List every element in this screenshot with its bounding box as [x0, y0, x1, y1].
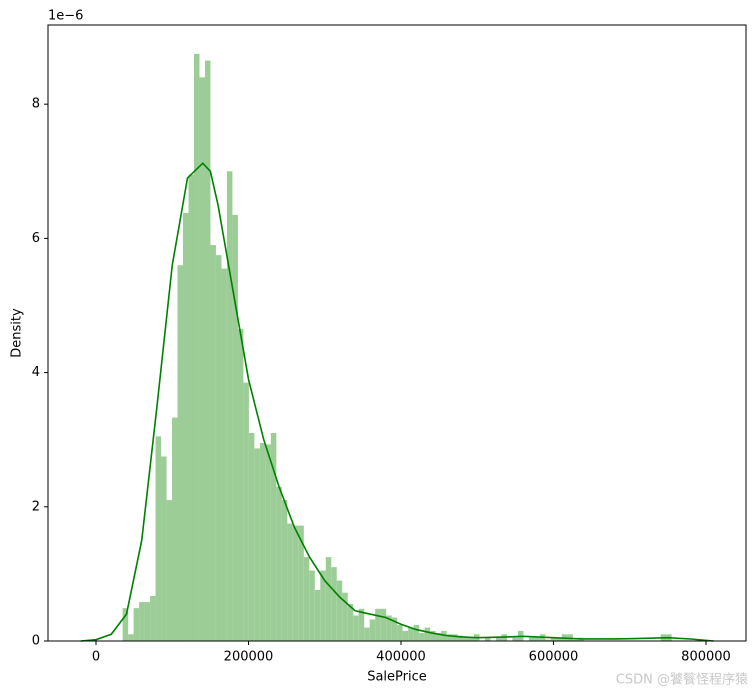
histogram-bar — [298, 525, 304, 641]
histogram-bar — [347, 604, 354, 641]
histogram-bar — [221, 268, 227, 641]
y-offset-label: 1e−6 — [48, 9, 83, 24]
x-tick-label: 200000 — [224, 650, 274, 665]
histogram-bar — [161, 456, 167, 641]
histogram-bar — [452, 634, 458, 641]
histogram-bar — [215, 255, 222, 641]
histogram-bar — [144, 602, 151, 641]
histogram-bar — [232, 214, 238, 641]
histogram-bar — [331, 567, 337, 641]
histogram-bar — [534, 637, 540, 641]
histogram-bar — [528, 637, 535, 641]
histogram-bar — [287, 523, 293, 641]
plot-area — [80, 53, 714, 642]
histogram-bar — [358, 608, 365, 641]
histogram-bar — [303, 557, 310, 641]
histogram-bar — [150, 596, 156, 641]
kde-line — [80, 162, 714, 642]
histogram-bar — [550, 637, 557, 641]
histogram-bar — [248, 432, 255, 641]
y-tick-label: 6 — [32, 231, 40, 246]
histogram-bar — [139, 602, 145, 641]
histogram-bar — [397, 624, 403, 641]
histogram-bar — [254, 448, 260, 641]
histogram-bar — [408, 627, 414, 641]
histogram-bar — [270, 432, 277, 641]
histogram-bar — [342, 592, 348, 641]
histogram-bar — [441, 630, 447, 641]
histogram-bar — [424, 627, 431, 641]
histogram-bar — [463, 637, 469, 641]
histogram-bar — [172, 417, 178, 641]
histogram-bar — [133, 608, 140, 641]
histogram-bar — [336, 580, 343, 641]
histogram-bar — [210, 245, 216, 641]
x-tick-label: 800000 — [681, 650, 731, 665]
y-axis-label: Density — [10, 308, 25, 358]
x-axis-label: SalePrice — [367, 670, 427, 685]
histogram-bar — [237, 328, 244, 641]
histogram-bar — [265, 444, 271, 641]
histogram-bar — [292, 525, 299, 641]
y-tick-label: 2 — [32, 499, 40, 514]
watermark: CSDN @饕餮怪程序猿 — [616, 672, 748, 688]
histogram-bar — [204, 60, 211, 641]
histogram-bar — [155, 436, 162, 641]
histogram-bar — [386, 615, 392, 641]
histogram-bar — [556, 637, 562, 641]
histogram-bar — [309, 570, 315, 641]
histogram-bar — [495, 637, 502, 641]
x-tick-label: 400000 — [376, 650, 426, 665]
histogram-bar — [183, 212, 189, 641]
histogram-bar — [435, 632, 442, 641]
histogram-bar — [166, 500, 173, 641]
y-tick-label: 0 — [32, 634, 40, 649]
histogram-bar — [128, 634, 134, 641]
histogram-bar — [430, 630, 436, 641]
histogram-bar — [413, 624, 420, 641]
histogram-bar — [281, 500, 288, 641]
histogram-bar — [545, 639, 551, 641]
histogram-bar — [188, 174, 194, 641]
histogram-bar — [512, 637, 518, 641]
axes-frame — [47, 24, 747, 642]
histogram-bar — [226, 171, 233, 642]
histogram-bar — [485, 637, 491, 641]
histogram-bar — [364, 627, 370, 641]
histogram-bar — [177, 265, 184, 641]
histogram-bar — [259, 443, 266, 641]
histogram-bar — [572, 639, 579, 641]
histogram-bar — [457, 635, 464, 641]
x-tick-label: 600000 — [529, 650, 579, 665]
histogram-bar — [276, 486, 282, 641]
x-tick-label: 0 — [92, 650, 100, 665]
histogram-bar — [193, 53, 200, 642]
histogram-bar — [468, 637, 475, 641]
histogram-bar — [243, 382, 249, 641]
histogram-bar — [122, 608, 129, 641]
y-tick-label: 8 — [32, 97, 40, 112]
histogram-bar — [391, 617, 398, 641]
histogram-bar — [375, 608, 381, 641]
histogram-bar — [380, 608, 387, 641]
histogram-bar — [402, 630, 409, 641]
histogram-bar — [446, 634, 453, 641]
y-tick-label: 4 — [32, 365, 40, 380]
histogram-bar — [320, 570, 326, 641]
histogram-bar — [314, 590, 321, 641]
histogram-bar — [325, 557, 332, 641]
histogram-bar — [199, 77, 205, 642]
histogram-bar — [419, 632, 425, 641]
histogram-bar — [369, 619, 376, 641]
histogram-bar — [353, 615, 359, 641]
